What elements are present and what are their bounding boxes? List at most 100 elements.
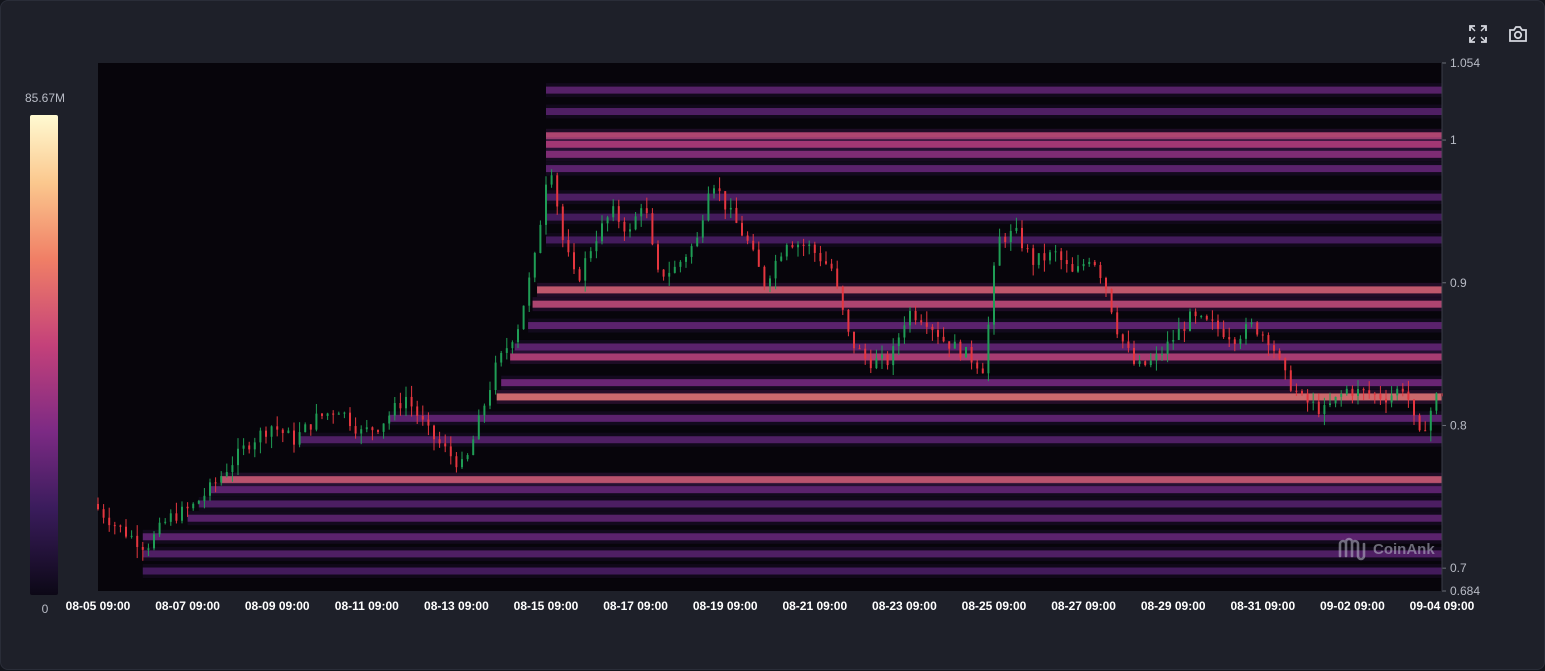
candle-body xyxy=(629,229,631,232)
liquidity-band-glow xyxy=(546,232,1442,247)
candle-body xyxy=(1054,251,1057,253)
liquidity-band xyxy=(496,393,1443,401)
liquidity-band-glow xyxy=(299,432,1443,447)
liquidity-band-glow xyxy=(546,104,1442,119)
liquidity-band-glow xyxy=(142,529,1442,544)
candle-body xyxy=(589,251,592,259)
candle-body xyxy=(416,406,419,416)
candle-body xyxy=(287,430,290,434)
candle-body xyxy=(780,256,783,261)
candle-body xyxy=(797,244,799,248)
candle-body xyxy=(382,423,385,432)
liquidity-band xyxy=(299,436,1443,444)
camera-icon[interactable] xyxy=(1507,23,1529,45)
liquidity-band xyxy=(142,567,1442,575)
candle-body xyxy=(136,535,139,547)
x-tick-label: 08-05 09:00 xyxy=(66,599,131,613)
candle-body xyxy=(326,413,329,416)
candle-body xyxy=(601,223,603,242)
liquidity-band-glow xyxy=(142,564,1442,579)
candle-body xyxy=(192,503,195,509)
candle-body xyxy=(724,191,727,210)
x-tick-label: 08-09 09:00 xyxy=(245,599,310,613)
candle-body xyxy=(186,506,189,509)
candle-body xyxy=(1211,319,1214,321)
candle-body xyxy=(237,448,239,466)
liquidity-band xyxy=(142,533,1442,541)
candle-body xyxy=(942,336,945,342)
x-tick-label: 08-21 09:00 xyxy=(782,599,847,613)
candle-body xyxy=(830,263,833,269)
liquidity-band-glow xyxy=(546,147,1442,162)
liquidity-band xyxy=(546,236,1442,244)
candle-body xyxy=(147,548,150,550)
candle-body xyxy=(1200,316,1203,318)
candle-body xyxy=(1351,388,1354,396)
candle-body xyxy=(505,348,508,353)
candle-body xyxy=(623,221,626,232)
x-tick-label: 08-07 09:00 xyxy=(155,599,220,613)
candle-body xyxy=(511,342,514,349)
candle-body xyxy=(556,175,559,207)
candle-body xyxy=(595,241,598,252)
candle-body xyxy=(1077,266,1079,272)
candle-body xyxy=(864,348,867,359)
candle-body xyxy=(1357,388,1359,396)
liquidity-band-glow xyxy=(501,375,1442,390)
y-tick-label: 0.684 xyxy=(1450,584,1480,598)
liquidity-band-glow xyxy=(187,511,1443,526)
candle-body xyxy=(993,265,995,325)
candle-body xyxy=(640,208,643,217)
candle-body xyxy=(1233,339,1236,345)
liquidity-band-glow xyxy=(546,210,1442,225)
candle-body xyxy=(1256,322,1259,335)
candle-body xyxy=(791,245,794,248)
candle-body xyxy=(1418,415,1421,431)
candle-body xyxy=(1093,261,1096,266)
x-tick-label: 08-27 09:00 xyxy=(1051,599,1116,613)
candle-body xyxy=(953,341,956,349)
candle-body xyxy=(113,525,116,527)
x-tick-label: 08-13 09:00 xyxy=(424,599,489,613)
candle-body xyxy=(561,206,564,241)
liquidity-band xyxy=(537,286,1442,294)
candle-body xyxy=(741,222,743,236)
candle-body xyxy=(1362,388,1365,391)
fullscreen-icon[interactable] xyxy=(1467,23,1489,45)
candle-body xyxy=(573,252,575,270)
candle-body xyxy=(920,320,923,323)
y-tick-label: 1.054 xyxy=(1450,56,1480,70)
liquidity-band xyxy=(142,550,1442,558)
candle-body xyxy=(662,269,665,277)
candle-body xyxy=(1133,347,1135,364)
x-tick-label: 08-23 09:00 xyxy=(872,599,937,613)
candle-body xyxy=(1301,391,1303,394)
candle-body xyxy=(97,503,99,510)
candle-body xyxy=(1373,393,1376,395)
candle-body xyxy=(1155,354,1158,361)
candle-body xyxy=(707,193,710,221)
candle-body xyxy=(119,525,122,527)
candle-body xyxy=(584,258,587,281)
colorbar-max-label: 85.67M xyxy=(24,91,66,105)
liquidity-band xyxy=(546,108,1442,116)
candle-body xyxy=(343,412,346,414)
candle-body xyxy=(483,405,486,416)
candle-body xyxy=(987,324,990,374)
liquidity-band-glow xyxy=(546,161,1442,176)
candle-body xyxy=(914,310,917,321)
candle-body xyxy=(1396,388,1399,396)
candle-body xyxy=(1413,399,1415,416)
candle-body xyxy=(494,362,497,391)
liquidity-band-glow xyxy=(546,190,1442,205)
candle-body xyxy=(259,430,262,443)
candle-body xyxy=(981,368,984,374)
candle-body xyxy=(1284,358,1287,371)
candle-body xyxy=(886,354,889,366)
candle-body xyxy=(158,522,161,535)
candle-body xyxy=(1424,430,1427,432)
candle-body xyxy=(1071,264,1074,272)
liquidity-band xyxy=(546,140,1442,148)
candle-body xyxy=(1026,248,1029,250)
